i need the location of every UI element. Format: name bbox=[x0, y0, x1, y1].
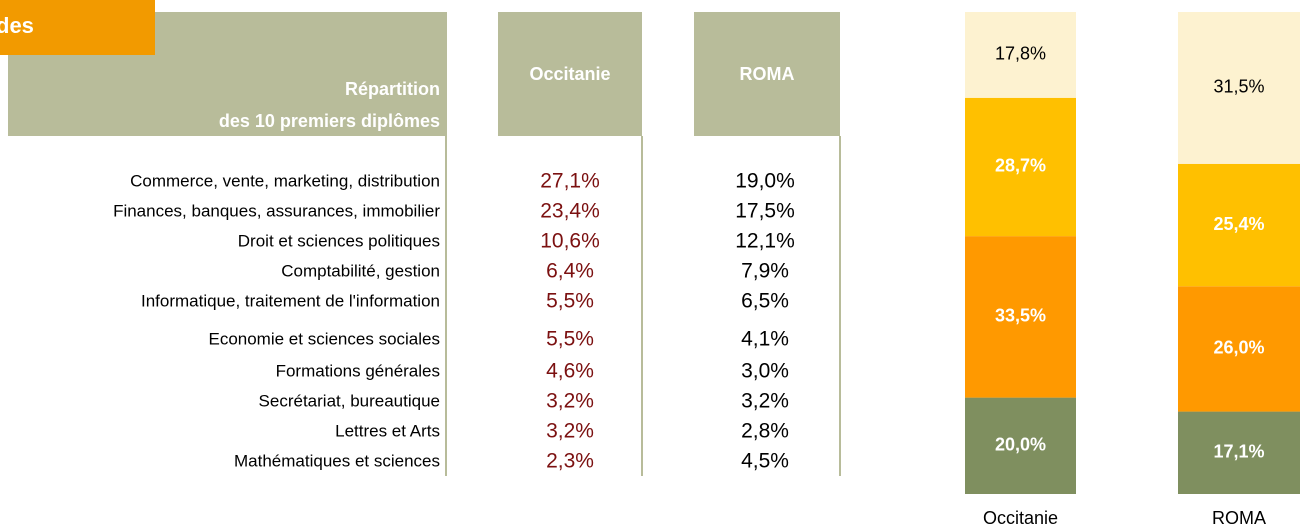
cell-value: 3,2% bbox=[741, 390, 789, 413]
row-label: Commerce, vente, marketing, distribution bbox=[130, 171, 440, 190]
data-label: 17,1% bbox=[1213, 442, 1264, 462]
bar-segment bbox=[1178, 12, 1300, 164]
cell-value: 12,1% bbox=[735, 230, 795, 253]
x-tick-label: ROMA bbox=[1212, 508, 1266, 528]
cell-value: 10,6% bbox=[540, 230, 600, 253]
bar-segment bbox=[965, 236, 1076, 398]
cell-value: 2,8% bbox=[741, 420, 789, 443]
data-label: 17,8% bbox=[995, 44, 1046, 64]
section-tag-text: des bbox=[0, 13, 34, 38]
section-tag bbox=[0, 0, 155, 55]
row-label: Comptabilité, gestion bbox=[281, 261, 440, 280]
cell-value: 19,0% bbox=[735, 170, 795, 193]
cell-value: 17,5% bbox=[735, 200, 795, 223]
data-label: 28,7% bbox=[995, 156, 1046, 176]
cell-value: 3,0% bbox=[741, 360, 789, 383]
bar-segment bbox=[1178, 163, 1300, 287]
cell-value: 5,5% bbox=[546, 290, 594, 313]
column-header: ROMA bbox=[740, 64, 795, 84]
table-rows: Commerce, vente, marketing, distribution… bbox=[113, 170, 795, 473]
table-header: Répartition bbox=[345, 79, 440, 99]
bar-segment bbox=[1178, 411, 1300, 494]
cell-value: 6,5% bbox=[741, 290, 789, 313]
cell-value: 27,1% bbox=[540, 170, 600, 193]
row-label: Economie et sciences sociales bbox=[208, 329, 440, 348]
data-label: 26,0% bbox=[1213, 338, 1264, 358]
data-label: 25,4% bbox=[1213, 214, 1264, 234]
cell-value: 2,3% bbox=[546, 450, 594, 473]
column-header-box bbox=[498, 12, 642, 136]
cell-value: 5,5% bbox=[546, 328, 594, 351]
row-label: Finances, banques, assurances, immobilie… bbox=[113, 201, 440, 220]
x-tick-label: Occitanie bbox=[983, 508, 1058, 528]
stacked-bars: 20,0% 33,5% 28,7% 17,8% Occitanie 17,1% 26,0% 2… bbox=[965, 12, 1300, 528]
cell-value: 6,4% bbox=[546, 260, 594, 283]
row-label: Formations générales bbox=[276, 361, 440, 380]
data-label: 20,0% bbox=[995, 435, 1046, 455]
bar-segment bbox=[1178, 286, 1300, 412]
bar-segment bbox=[965, 97, 1076, 237]
bar-segment bbox=[965, 12, 1076, 98]
data-label: 33,5% bbox=[995, 306, 1046, 326]
cell-value: 23,4% bbox=[540, 200, 600, 223]
cell-value: 4,6% bbox=[546, 360, 594, 383]
row-label: Droit et sciences politiques bbox=[238, 231, 440, 250]
row-label: Lettres et Arts bbox=[335, 421, 440, 440]
table-header: des 10 premiers diplômes bbox=[219, 111, 440, 131]
row-label: Mathématiques et sciences bbox=[234, 451, 440, 470]
data-label: 31,5% bbox=[1213, 77, 1264, 97]
cell-value: 4,5% bbox=[741, 450, 789, 473]
bar-segment bbox=[965, 397, 1076, 494]
cell-value: 7,9% bbox=[741, 260, 789, 283]
cell-value: 3,2% bbox=[546, 420, 594, 443]
cell-value: 3,2% bbox=[546, 390, 594, 413]
column-header-box bbox=[694, 12, 840, 136]
row-label: Secrétariat, bureautique bbox=[259, 391, 440, 410]
column-header: Occitanie bbox=[529, 64, 610, 84]
cell-value: 4,1% bbox=[741, 328, 789, 351]
row-label: Informatique, traitement de l'informatio… bbox=[141, 291, 440, 310]
